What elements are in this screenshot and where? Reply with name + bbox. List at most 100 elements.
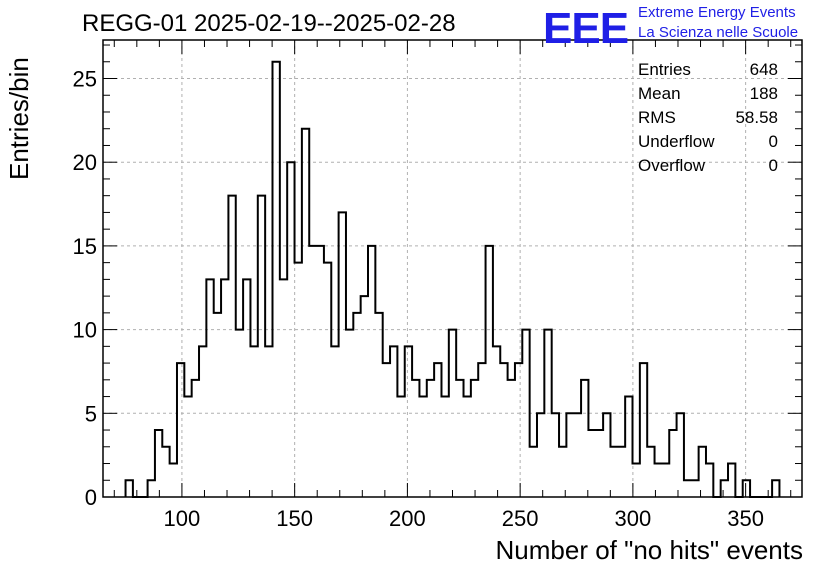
stats-value: 648 <box>749 60 778 79</box>
chart-title: REGG-01 2025-02-19--2025-02-28 <box>82 10 456 37</box>
x-tick-label: 150 <box>276 506 313 531</box>
histogram-bin <box>618 447 625 497</box>
x-tick-label: 300 <box>615 506 652 531</box>
x-tick-label: 250 <box>502 506 539 531</box>
histogram-bin <box>728 464 735 497</box>
histogram-bin <box>206 279 213 497</box>
histogram-bin <box>441 397 448 497</box>
histogram-bin <box>647 447 654 497</box>
histogram-bin <box>324 263 331 497</box>
histogram-bin <box>596 430 603 497</box>
histogram-bin <box>368 246 375 497</box>
histogram-bin <box>610 447 617 497</box>
histogram-bin <box>669 430 676 497</box>
y-tick-label: 20 <box>73 150 97 175</box>
histogram-bin <box>588 430 595 497</box>
histogram-bin <box>640 363 647 497</box>
histogram-bin <box>566 413 573 497</box>
histogram-bin <box>280 279 287 497</box>
histogram-bin <box>177 363 184 497</box>
histogram-bin <box>170 464 177 497</box>
histogram-bin <box>508 380 515 497</box>
histogram-bin <box>684 480 691 497</box>
histogram-bin <box>530 447 537 497</box>
logo-line-1: Extreme Energy Events <box>638 4 796 21</box>
y-tick-label: 10 <box>73 318 97 343</box>
x-axis-label: Number of "no hits" events <box>495 535 804 565</box>
x-tick-label: 200 <box>389 506 426 531</box>
histogram-bin <box>500 363 507 497</box>
histogram-bin <box>390 346 397 497</box>
histogram-bin <box>706 464 713 497</box>
histogram-bin <box>537 413 544 497</box>
histogram-bin <box>721 480 728 497</box>
histogram-bin <box>339 212 346 497</box>
stats-label: Overflow <box>638 156 706 175</box>
stats-row-underflow: Underflow 0 <box>638 130 778 154</box>
histogram-bin <box>126 480 133 497</box>
histogram-bin <box>478 363 485 497</box>
y-tick-label: 5 <box>85 401 97 426</box>
histogram-bin <box>353 313 360 497</box>
histogram-bin <box>493 346 500 497</box>
y-tick-label: 0 <box>85 485 97 510</box>
histogram-bin <box>464 397 471 497</box>
histogram-bin <box>662 464 669 497</box>
histogram-bin <box>772 480 779 497</box>
stats-row-overflow: Overflow 0 <box>638 154 778 178</box>
stats-value: 0 <box>768 132 778 151</box>
histogram-bin <box>691 480 698 497</box>
stats-label: RMS <box>638 108 676 127</box>
histogram-bin <box>221 279 228 497</box>
histogram-bin <box>625 397 632 497</box>
stats-label: Underflow <box>638 132 715 151</box>
histogram-bin <box>162 447 169 497</box>
stats-label: Mean <box>638 84 681 103</box>
histogram-bin <box>743 480 750 497</box>
histogram-bin <box>486 246 493 497</box>
histogram-bin <box>633 464 640 497</box>
histogram-bin <box>412 380 419 497</box>
x-tick-label: 350 <box>727 506 764 531</box>
histogram-bin <box>214 313 221 497</box>
histogram-bin <box>331 346 338 497</box>
stats-box: Entries 648 Mean 188 RMS 58.58 Underflow 0 O… <box>638 58 778 178</box>
histogram-bin <box>243 279 250 497</box>
histogram-outline <box>124 60 781 498</box>
histogram-bin <box>515 363 522 497</box>
histogram-bin <box>434 363 441 497</box>
histogram-bin <box>302 129 309 497</box>
histogram-bin <box>552 413 559 497</box>
histogram-bin <box>397 397 404 497</box>
histogram-bin <box>272 62 279 497</box>
histogram-bin <box>258 196 265 497</box>
stats-value: 188 <box>749 84 778 103</box>
stats-label: Entries <box>638 60 691 79</box>
histogram-bin <box>295 263 302 497</box>
histogram-bin <box>603 413 610 497</box>
histogram-bin <box>375 313 382 497</box>
histogram-bin <box>581 380 588 497</box>
histogram-bin <box>228 196 235 497</box>
logo-line-2: La Scienza nelle Scuole <box>638 24 799 41</box>
stats-row-entries: Entries 648 <box>638 58 778 82</box>
histogram-bin <box>192 380 199 497</box>
histogram-bin <box>317 246 324 497</box>
histogram-bin <box>574 413 581 497</box>
stats-row-mean: Mean 188 <box>638 82 778 106</box>
histogram-bin <box>699 447 706 497</box>
y-axis-label: Entries/bin <box>4 57 34 180</box>
y-tick-label: 25 <box>73 67 97 92</box>
stats-value: 58.58 <box>735 108 778 127</box>
histogram-bin <box>677 413 684 497</box>
histogram-bin <box>265 346 272 497</box>
eee-logo: EEE <box>543 4 629 53</box>
histogram-bin <box>427 380 434 497</box>
histogram-bin <box>250 346 257 497</box>
histogram-bin <box>309 246 316 497</box>
histogram-bin <box>148 480 155 497</box>
histogram-bin <box>419 397 426 497</box>
stats-value: 0 <box>768 156 778 175</box>
y-tick-label: 15 <box>73 234 97 259</box>
